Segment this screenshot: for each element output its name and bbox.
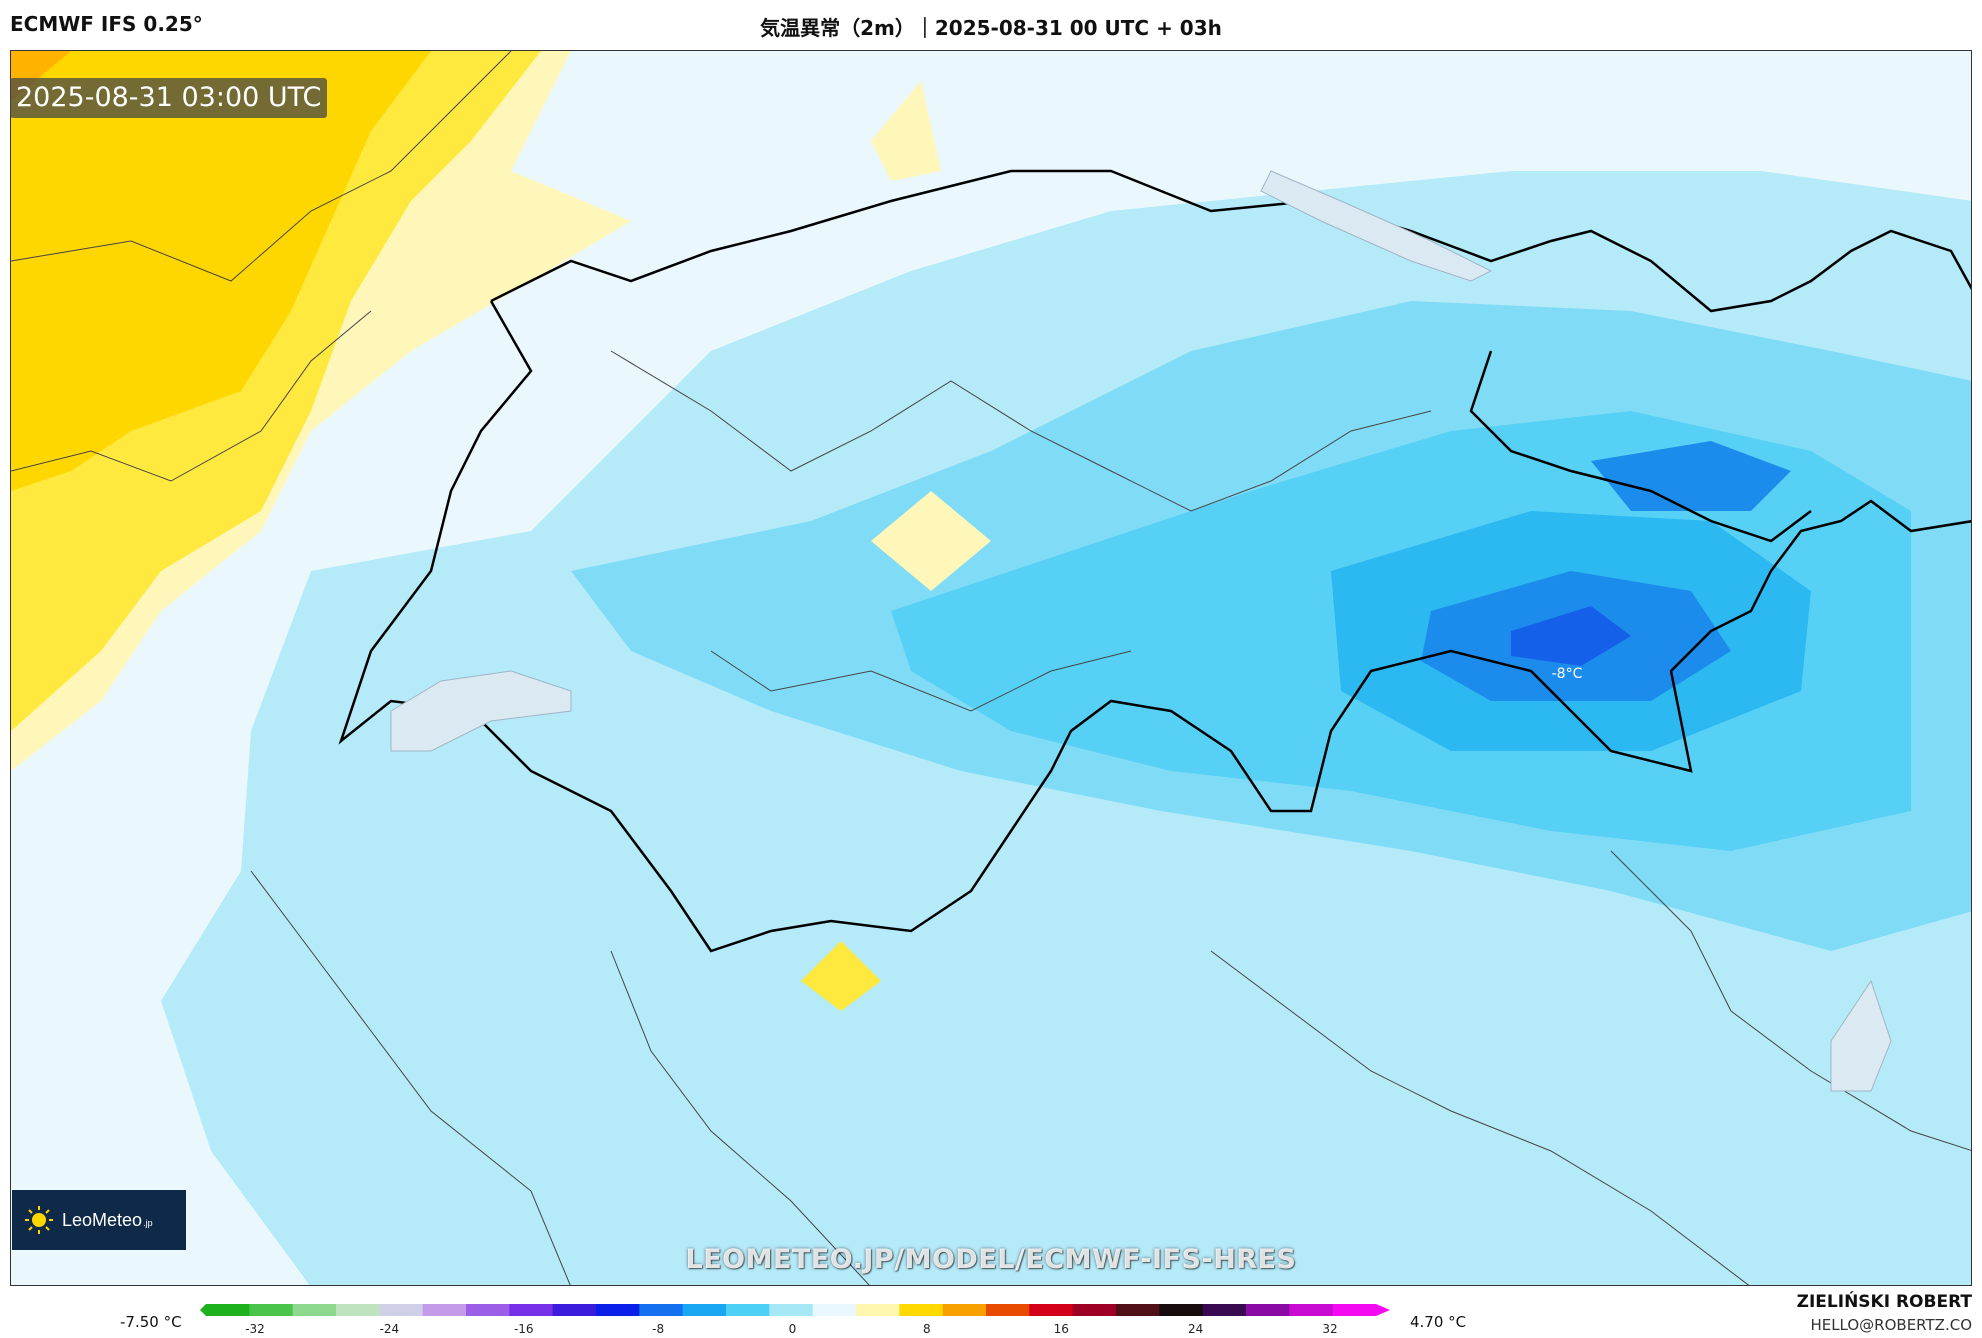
- source-watermark[interactable]: LEOMETEO.JP/MODEL/ECMWF-IFS-HRES: [685, 1244, 1297, 1275]
- cold-region-north: [1591, 441, 1791, 511]
- colorbar-segment: [1202, 1304, 1247, 1316]
- min-temperature-label: -8°C: [1552, 666, 1583, 682]
- national-border-swiss: [338, 300, 1971, 953]
- colorbar-segment: [899, 1304, 944, 1316]
- colorbar-tick-label: 0: [789, 1322, 797, 1336]
- regional-border-6: [1210, 950, 1750, 1285]
- warm-pocket-north: [871, 81, 941, 181]
- temperature-anomaly-map[interactable]: -8°C: [11, 51, 1972, 1286]
- colorbar-arrow-right: [1376, 1304, 1390, 1316]
- colorbar-segment: [856, 1304, 900, 1316]
- colorbar-segment: [509, 1304, 554, 1316]
- colorbar-segment: [812, 1304, 857, 1316]
- colorbar-segment: [596, 1304, 640, 1316]
- regional-border-3: [610, 350, 1432, 512]
- national-border-north: [490, 169, 1971, 313]
- logo-text: LeoMeteo: [62, 1209, 143, 1230]
- warm-region-strong: [11, 51, 431, 491]
- colorbar-tick-label: 32: [1322, 1322, 1337, 1336]
- colorbar-tick-label: -16: [514, 1322, 534, 1336]
- colorbar-segment: [1159, 1304, 1204, 1316]
- lake-geneva: [390, 670, 572, 752]
- sun-icon: [25, 1206, 53, 1234]
- leometeo-logo[interactable]: LeoMeteo .jp: [12, 1190, 186, 1250]
- colorbar-tick-label: 24: [1188, 1322, 1203, 1336]
- colorbar-segment: [726, 1304, 770, 1316]
- colorbar-min-value: -7.50 °C: [120, 1313, 182, 1331]
- colorbar-segment: [466, 1304, 510, 1316]
- warm-pocket-central: [871, 491, 991, 591]
- lake-constance: [1260, 170, 1493, 282]
- regional-border-8: [1610, 850, 1971, 1151]
- colorbar-segment: [639, 1304, 684, 1316]
- colorbar: -32 -24 -16 -8 0 8 16 24 32: [200, 1304, 1390, 1336]
- colorbar-segment: [249, 1304, 294, 1316]
- lake-garda: [1830, 979, 1892, 1092]
- map-panel[interactable]: -8°C: [10, 50, 1972, 1286]
- colorbar-tick-label: -32: [245, 1322, 265, 1336]
- colorbar-segment: [336, 1304, 380, 1316]
- regional-border-4: [710, 650, 1132, 712]
- colorbar-tick-label: -24: [380, 1322, 400, 1336]
- colorbar-segment: [682, 1304, 727, 1316]
- colorbar-segment: [1289, 1304, 1334, 1316]
- colorbar-segment: [1072, 1304, 1117, 1316]
- forecast-timestamp: 2025-08-31 03:00 UTC: [10, 78, 328, 118]
- colorbar-segment: [1332, 1304, 1377, 1316]
- colorbar-tick-label: -8: [652, 1322, 664, 1336]
- colorbar-segment: [422, 1304, 467, 1316]
- national-border-east: [1469, 350, 1812, 543]
- regional-border-2: [11, 310, 372, 482]
- logo-tld: .jp: [143, 1218, 153, 1228]
- colorbar-max-value: 4.70 °C: [1410, 1313, 1467, 1331]
- regional-border-1: [11, 51, 512, 282]
- colorbar-segment: [206, 1304, 250, 1316]
- colorbar-segment: [292, 1304, 337, 1316]
- colorbar-segment: [986, 1304, 1030, 1316]
- warm-pocket-south: [801, 941, 881, 1011]
- model-name: ECMWF IFS 0.25°: [10, 12, 203, 36]
- map-title: 気温異常（2m）｜2025-08-31 00 UTC + 03h: [760, 16, 1222, 40]
- author-name: ZIELIŃSKI ROBERT: [1796, 1292, 1972, 1312]
- colorbar-tick-label: 8: [923, 1322, 931, 1336]
- regional-border-7: [250, 870, 571, 1285]
- colorbar-segment: [1116, 1304, 1160, 1316]
- colorbar-segment: [379, 1304, 424, 1316]
- colorbar-segment: [769, 1304, 814, 1316]
- colorbar-arrow-left: [200, 1304, 206, 1316]
- colorbar-segment: [552, 1304, 597, 1316]
- colorbar-segment: [1246, 1304, 1290, 1316]
- colorbar-segment: [942, 1304, 987, 1316]
- colorbar-tick-label: 16: [1054, 1322, 1069, 1336]
- colorbar-segment: [1029, 1304, 1074, 1316]
- cold-region-6: [1511, 606, 1631, 666]
- author-email[interactable]: HELLO@ROBERTZ.CO: [1810, 1316, 1972, 1334]
- regional-border-5: [610, 950, 870, 1285]
